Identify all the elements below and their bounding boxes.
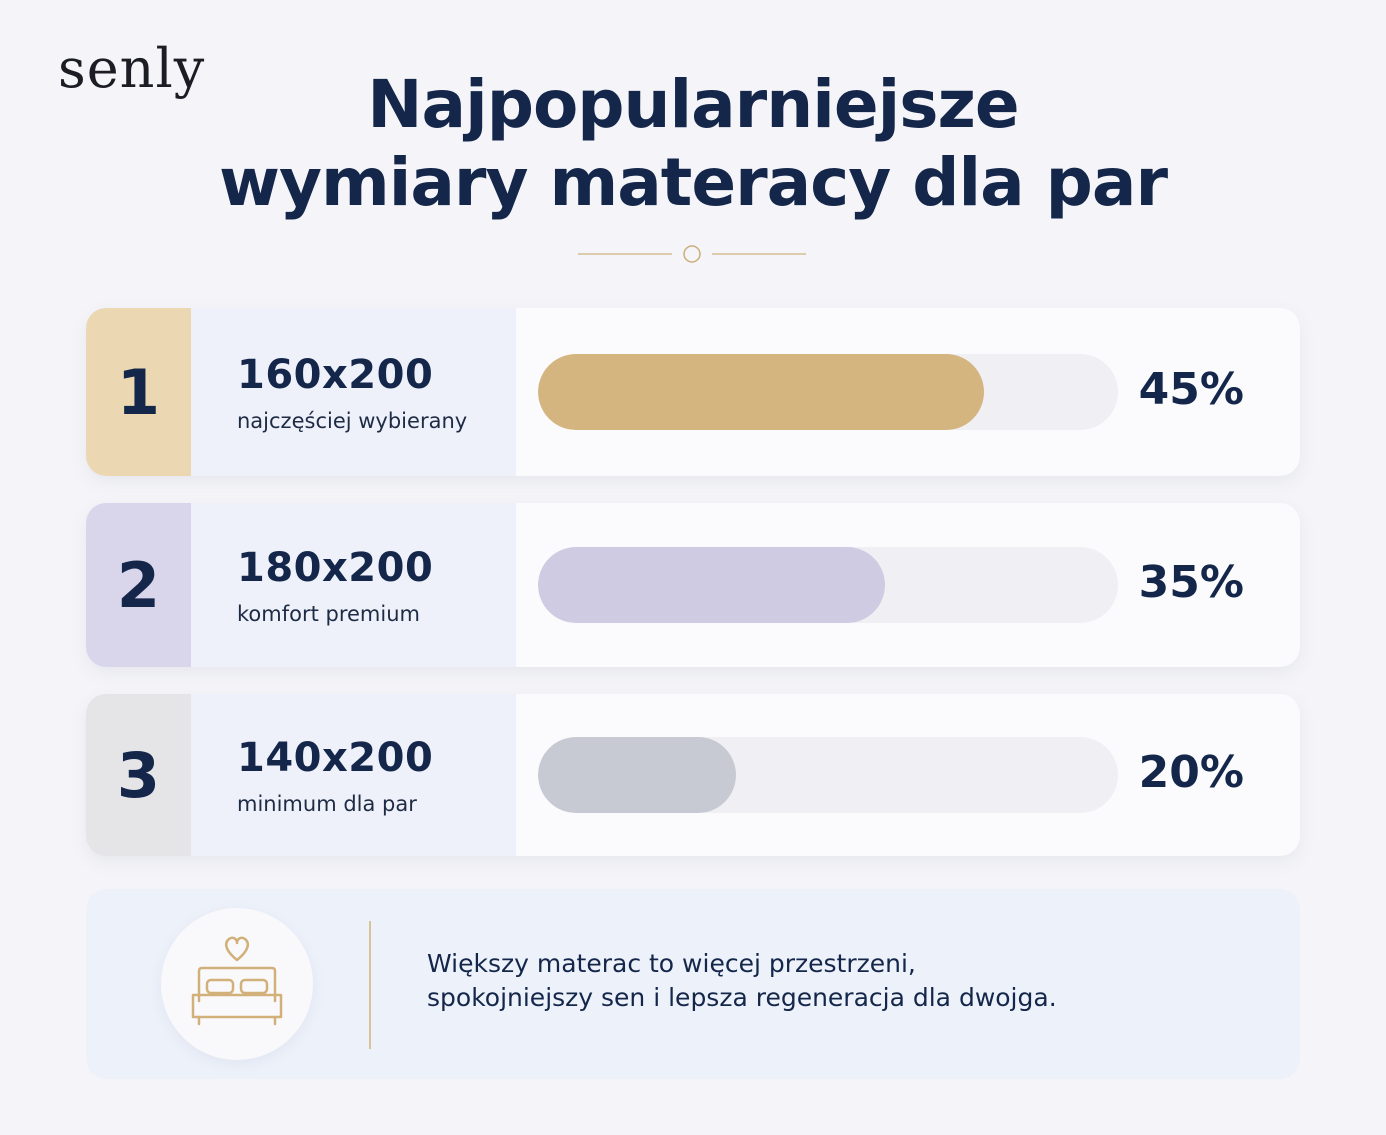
percentage-label: 45% [1138, 364, 1244, 415]
percentage-label: 35% [1138, 557, 1244, 608]
rank-badge: 1 [86, 308, 191, 476]
bar-track [538, 547, 1118, 623]
mattress-size: 180x200 [237, 545, 434, 591]
size-description: minimum dla par [237, 792, 417, 816]
ranking-row: 2 180x200 komfort premium 35% [86, 503, 1300, 667]
note-line-1: Większy materac to więcej przestrzeni, [427, 949, 916, 978]
bar-fill [538, 354, 984, 430]
size-description: komfort premium [237, 602, 420, 626]
bar-fill [538, 737, 736, 813]
ornament-divider [578, 245, 806, 263]
rank-badge: 3 [86, 694, 191, 856]
note-text: Większy materac to więcej przestrzeni, s… [427, 947, 1057, 1015]
ranking-row: 1 160x200 najczęściej wybierany 45% [86, 308, 1300, 476]
rank-badge: 2 [86, 503, 191, 667]
page-title: Najpopularniejsze wymiary materacy dla p… [0, 66, 1386, 222]
ranking-row: 3 140x200 minimum dla par 20% [86, 694, 1300, 856]
note-line-2: spokojniejszy sen i lepsza regeneracja d… [427, 983, 1057, 1012]
title-line-1: Najpopularniejsze [367, 66, 1019, 143]
info-note: Większy materac to więcej przestrzeni, s… [86, 889, 1300, 1079]
size-info: 140x200 minimum dla par [191, 694, 516, 856]
note-divider [369, 921, 371, 1049]
icon-circle [161, 908, 313, 1060]
size-info: 180x200 komfort premium [191, 503, 516, 667]
size-info: 160x200 najczęściej wybierany [191, 308, 516, 476]
bar-track [538, 737, 1118, 813]
mattress-size: 140x200 [237, 735, 434, 781]
bar-track [538, 354, 1118, 430]
brand-logo: senly [58, 37, 206, 100]
size-description: najczęściej wybierany [237, 409, 468, 433]
title-line-2: wymiary materacy dla par [218, 144, 1168, 221]
bar-fill [538, 547, 885, 623]
mattress-size: 160x200 [237, 352, 434, 398]
bed-heart-icon [191, 936, 283, 1026]
percentage-label: 20% [1138, 747, 1244, 798]
